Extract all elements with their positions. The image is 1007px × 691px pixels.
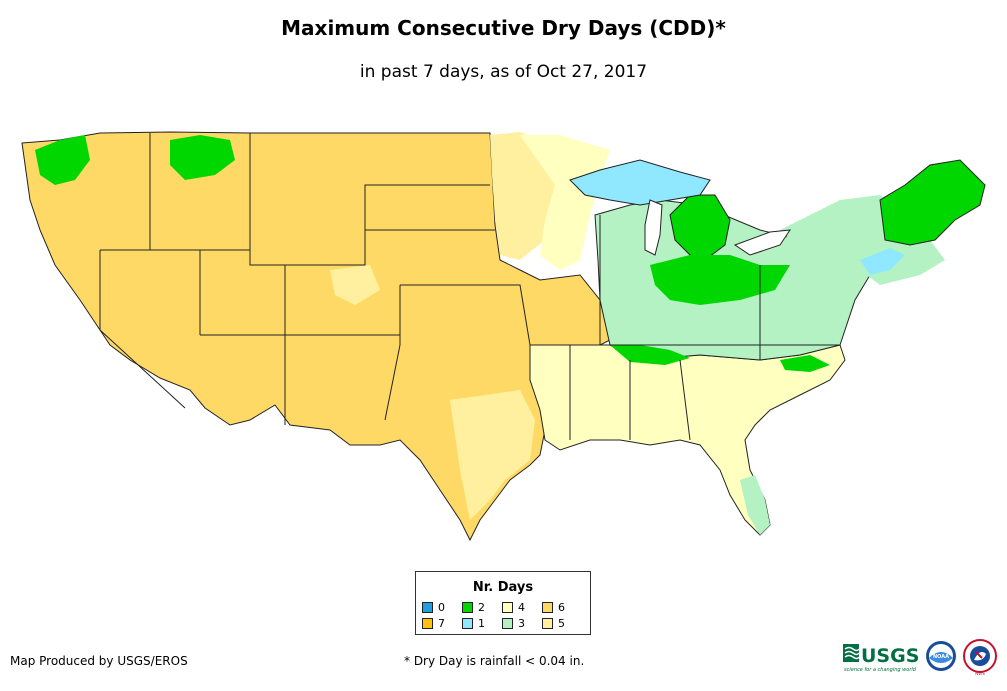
noaa-logo: NOAA [926,641,956,671]
region-upper-midwest [520,135,610,270]
region-florida [740,475,770,535]
map-subtitle: in past 7 days, as of Oct 27, 2017 [359,62,648,82]
legend-label: 5 [558,617,565,630]
legend-title: Nr. Days [472,580,534,595]
region-southeast [529,344,846,536]
legend-label: 6 [558,601,565,614]
region-texas-east [450,390,535,520]
legend-label: 2 [478,601,485,614]
legend-swatch [422,602,433,613]
legend-swatch [502,602,513,613]
region-ohio-valley [650,255,790,305]
legend-item: 2 [462,601,502,614]
legend-item: 4 [502,601,542,614]
region-montana-patch [170,135,235,180]
state-borders [99,133,840,441]
usgs-wordmark: USGS [861,645,919,667]
lake-erie [733,229,792,256]
legend-label: 3 [518,617,525,630]
legend-label: 0 [438,601,445,614]
legend-label: 7 [438,617,445,630]
legend-swatch [502,618,513,629]
legend-item: 5 [542,617,582,630]
legend-label: 4 [518,601,525,614]
map-title: Maximum Consecutive Dry Days (CDD)* [281,16,726,40]
nws-logo: NWS [963,639,997,676]
legend-item: 1 [462,617,502,630]
legend-label: 1 [478,617,485,630]
legend-swatch [542,602,553,613]
legend-swatch [542,618,553,629]
region-upper-peninsula [569,159,711,206]
legend-item: 7 [422,617,462,630]
dry-day-footnote: * Dry Day is rainfall < 0.04 in. [404,654,585,668]
legend-swatch [422,618,433,629]
region-ny-coast [860,248,905,275]
nws-wordmark: NWS [975,671,985,676]
legend-item: 0 [422,601,462,614]
region-nc-coast [780,355,830,372]
usgs-tagline: science for a changing world [844,667,917,673]
region-new-england [879,159,986,246]
map-credit: Map Produced by USGS/EROS [10,654,188,668]
legend-swatch [462,618,473,629]
agency-logos: USGS science for a changing world NOAA N… [843,639,997,676]
region-washington [35,135,90,185]
usgs-logo: USGS science for a changing world [843,644,919,673]
legend-item: 3 [502,617,542,630]
noaa-wordmark: NOAA [933,654,949,660]
legend-swatch [462,602,473,613]
us-dry-days-map [21,131,986,542]
region-colorado-light [330,265,380,305]
legend-items: 0 2 4 6 7 1 3 5 [422,601,588,630]
legend-box: Nr. Days 0 2 4 6 7 1 3 [415,571,591,635]
legend-item: 6 [542,601,582,614]
lake-michigan [644,199,663,256]
